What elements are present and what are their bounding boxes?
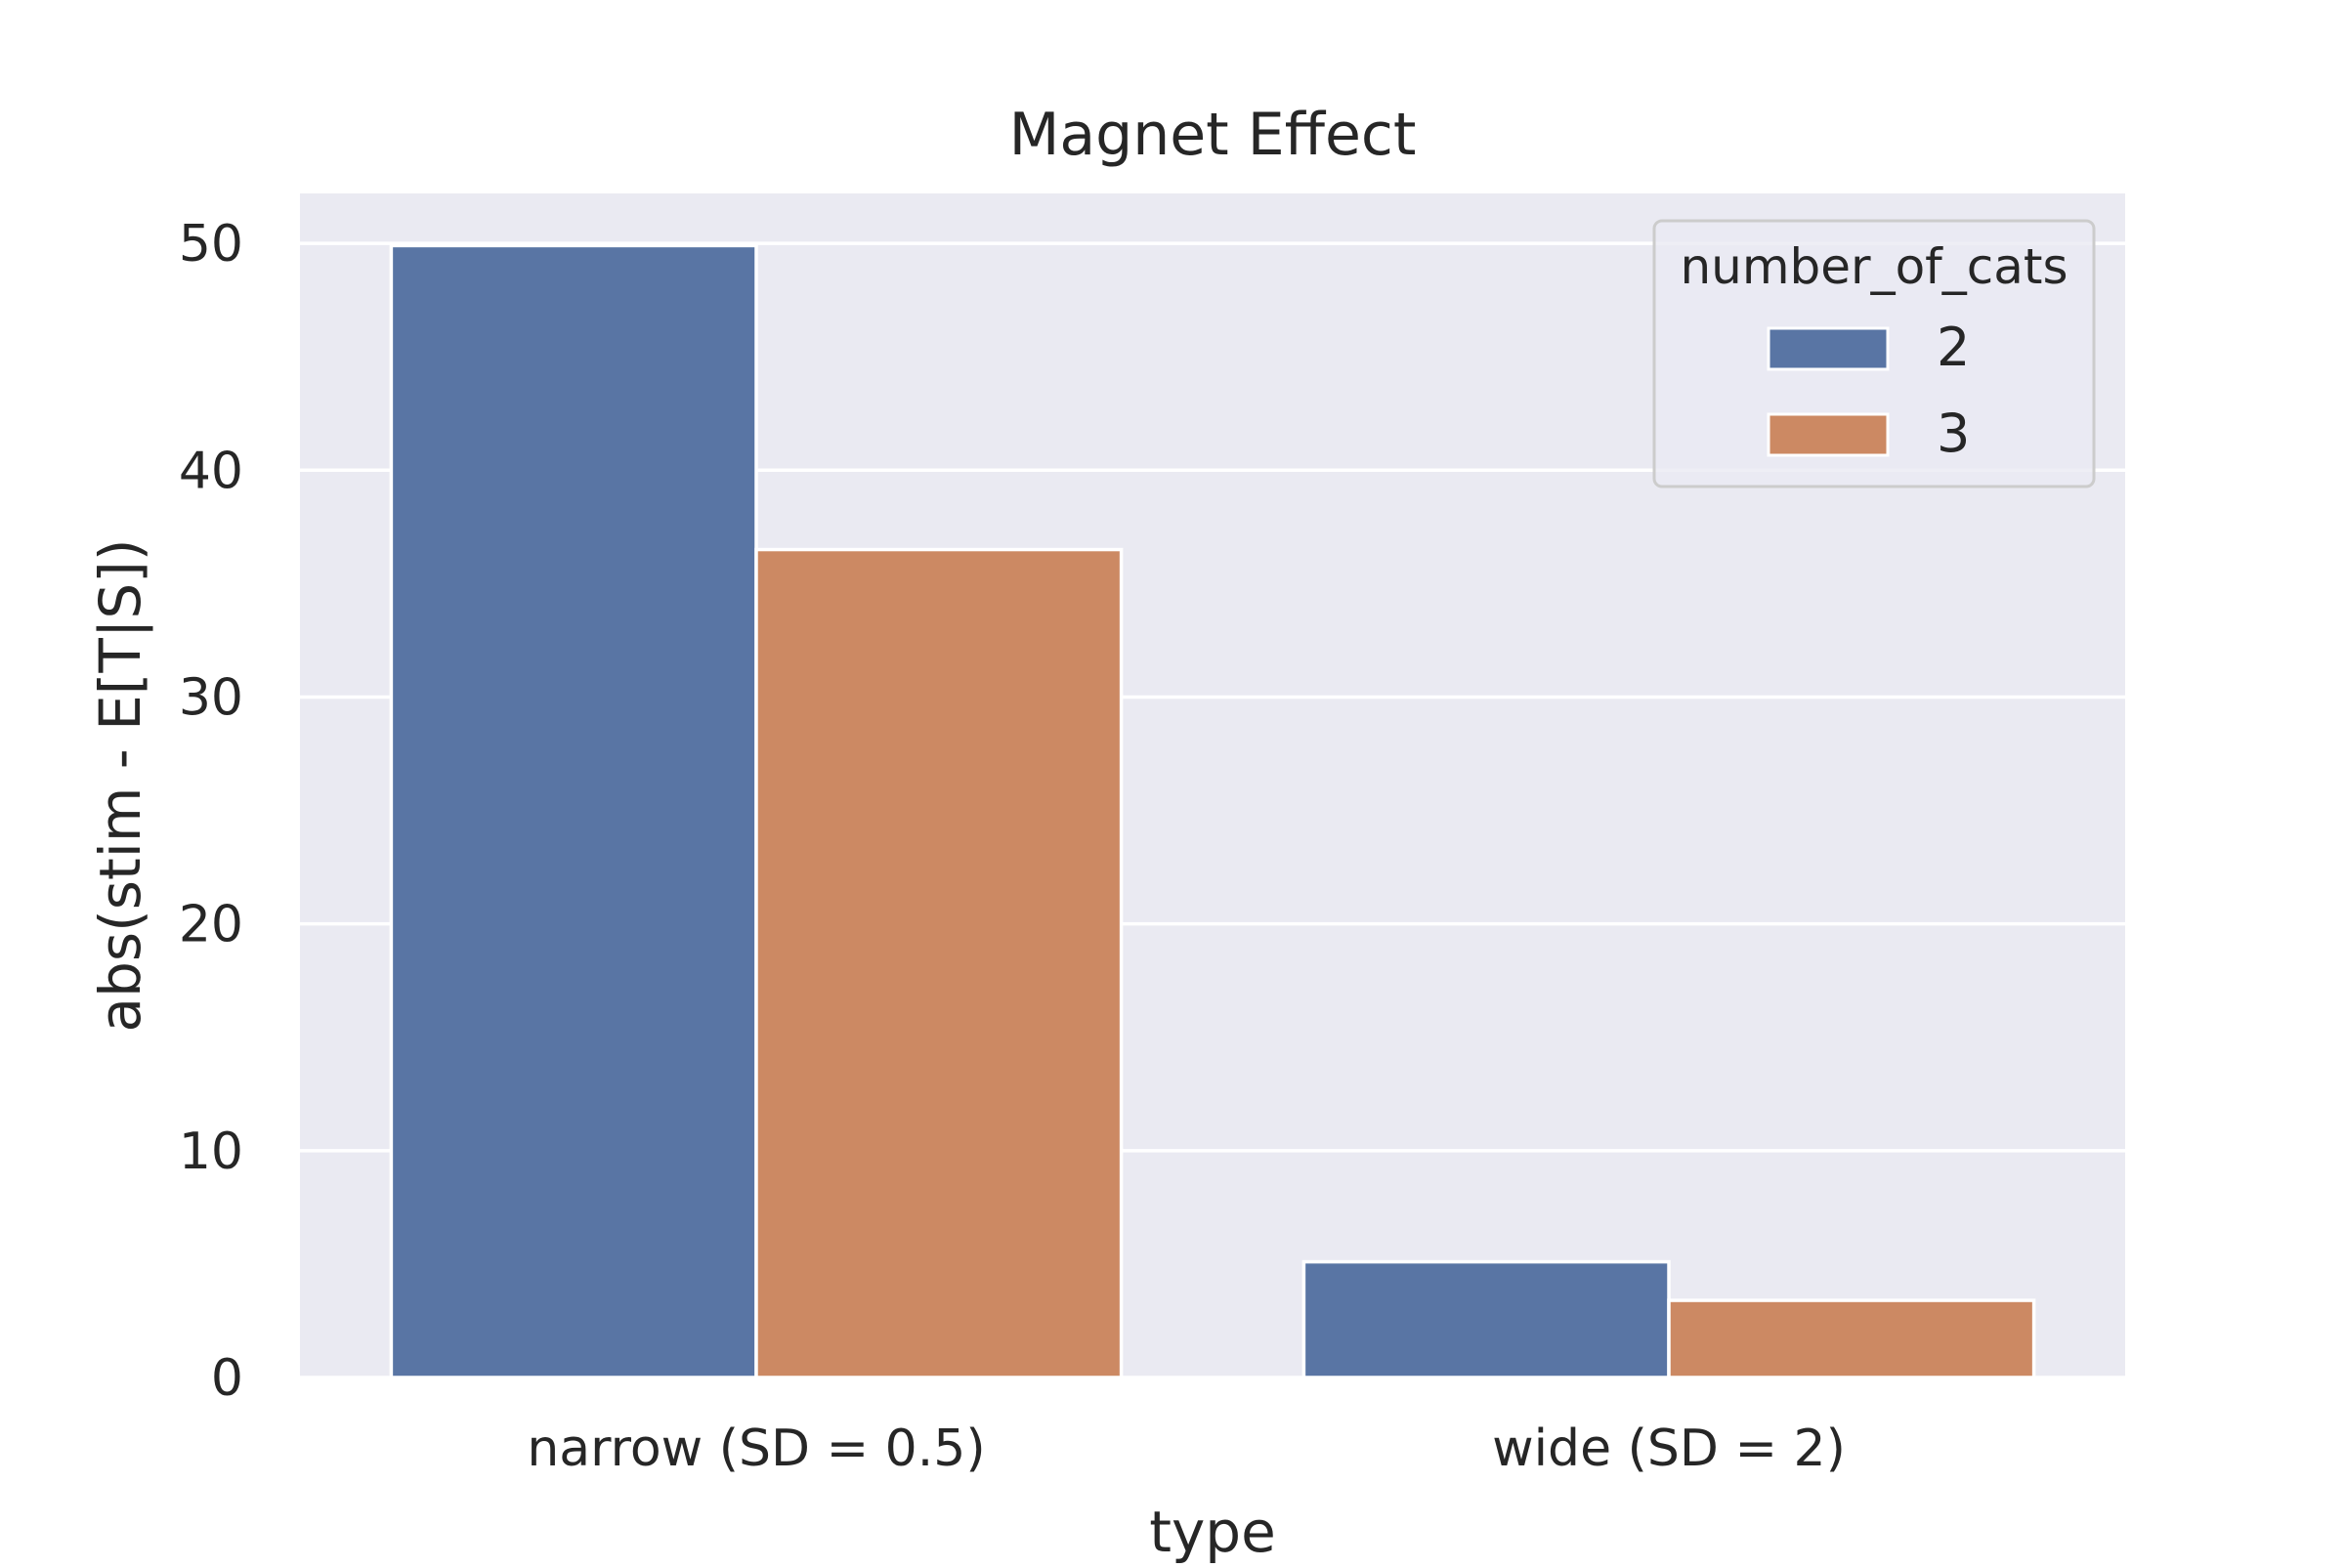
y-tick-label-20: 20 — [179, 896, 243, 954]
legend-swatch-3 — [1767, 412, 1890, 457]
y-axis-label: abs(stim - E[T|S]) — [87, 539, 153, 1033]
bar-series-3-1 — [754, 547, 1124, 1379]
y-tick-labels: 0 10 20 30 40 50 — [179, 215, 243, 1408]
x-axis-label: type — [1149, 1499, 1276, 1563]
legend-title: number_of_cats — [1680, 238, 2068, 295]
y-tick-label-50: 50 — [179, 215, 243, 274]
x-tick-labels: narrow (SD = 0.5) wide (SD = 2) — [527, 1420, 1846, 1478]
bar-series-3-2 — [1667, 1298, 2036, 1379]
legend-label-2: 2 — [1937, 317, 1970, 378]
y-tick-label-10: 10 — [179, 1123, 243, 1181]
bar-series-2-1 — [389, 243, 758, 1379]
y-tick-label-30: 30 — [179, 668, 243, 727]
x-tick-label-2: wide (SD = 2) — [1492, 1420, 1846, 1478]
chart-title: Magnet Effect — [1009, 101, 1417, 169]
bar-series-2-2 — [1301, 1259, 1671, 1379]
legend: number_of_cats 23 — [1652, 219, 2096, 488]
y-tick-label-40: 40 — [179, 442, 243, 500]
x-tick-label-1: narrow (SD = 0.5) — [527, 1420, 985, 1478]
bars — [389, 243, 2036, 1379]
y-tick-label-0: 0 — [211, 1349, 243, 1408]
legend-items: 23 — [1767, 317, 1970, 464]
legend-label-3: 3 — [1937, 403, 1970, 464]
legend-swatch-2 — [1767, 326, 1890, 371]
